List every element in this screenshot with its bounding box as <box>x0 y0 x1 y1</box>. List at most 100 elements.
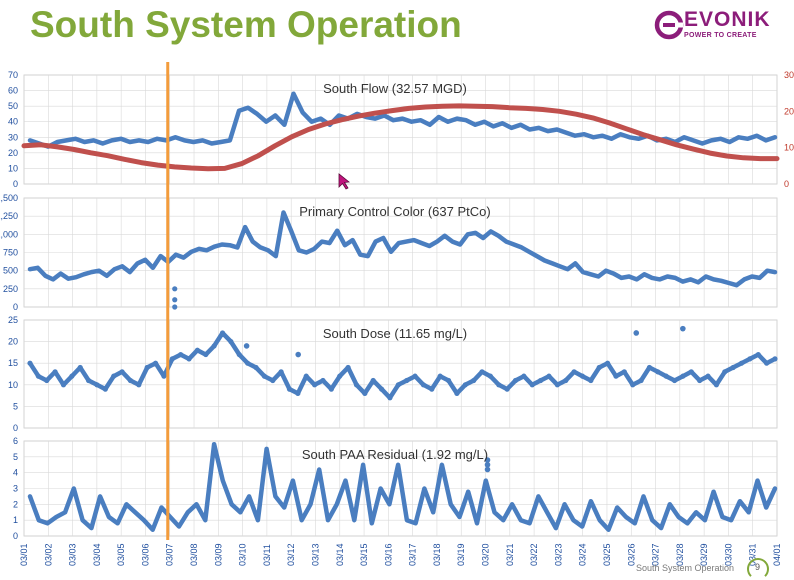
y-tick-label: 3 <box>13 484 18 494</box>
data-point <box>261 373 267 379</box>
brand-name: EVONIK <box>684 8 771 31</box>
x-tick-label: 03/01 <box>19 543 29 566</box>
data-point <box>35 373 41 379</box>
panel-title: South Dose (11.65 mg/L) <box>323 326 467 341</box>
y-tick-label: 20 <box>8 148 18 158</box>
x-tick-label: 03/02 <box>43 543 53 566</box>
data-point <box>77 364 83 371</box>
data-point <box>621 369 627 375</box>
data-point <box>571 369 577 375</box>
data-point <box>496 382 502 388</box>
data-point <box>722 369 728 375</box>
x-tick-label: 03/17 <box>408 543 418 566</box>
data-point <box>270 377 276 384</box>
data-point <box>705 373 711 379</box>
dip-point <box>172 297 178 303</box>
data-point <box>747 356 753 362</box>
data-point <box>755 351 761 358</box>
data-point <box>328 386 334 392</box>
data-point <box>370 377 376 384</box>
y-tick-label: 15 <box>8 358 18 368</box>
data-point <box>27 360 33 366</box>
data-point <box>362 390 368 397</box>
y-tick-label: 10 <box>8 163 18 173</box>
x-tick-label: 03/28 <box>675 543 685 566</box>
x-tick-label: 03/15 <box>359 543 369 566</box>
flow-trend-line <box>21 103 780 172</box>
data-point <box>245 360 251 366</box>
y2-tick-label: 10 <box>784 143 794 153</box>
data-point <box>353 382 360 388</box>
outlier-point <box>243 343 250 349</box>
data-point <box>521 373 527 379</box>
data-point <box>44 377 50 384</box>
series-line <box>27 210 778 288</box>
data-point <box>152 360 159 366</box>
data-point <box>303 373 309 379</box>
y-tick-label: 1,500 <box>0 193 18 203</box>
data-point <box>546 373 552 379</box>
data-point <box>60 382 67 388</box>
data-point <box>471 377 477 384</box>
data-point <box>713 382 720 388</box>
data-point <box>462 382 468 388</box>
data-point <box>429 386 435 392</box>
data-point <box>136 382 142 388</box>
y-tick-label: 5 <box>13 401 18 411</box>
y-tick-label: 20 <box>8 337 18 347</box>
data-point <box>186 356 192 362</box>
y-tick-label: 0 <box>13 531 18 541</box>
data-point <box>345 364 351 371</box>
data-point <box>395 382 401 388</box>
x-tick-label: 03/31 <box>748 543 758 566</box>
y2-tick-label: 30 <box>784 70 794 80</box>
y-tick-label: 40 <box>8 117 18 127</box>
y-tick-label: 0 <box>13 302 18 312</box>
slide-title: South System Operation <box>30 4 462 45</box>
data-point <box>194 347 201 353</box>
outlier-point <box>295 351 301 358</box>
outlier-point <box>680 325 686 332</box>
evonik-logo-icon <box>654 10 684 40</box>
data-point <box>512 377 519 384</box>
data-point <box>420 382 427 388</box>
data-point <box>588 377 594 384</box>
data-point <box>111 373 117 379</box>
x-tick-label: 03/11 <box>262 544 272 566</box>
y2-tick-label: 0 <box>784 179 789 189</box>
y-tick-label: 30 <box>8 132 18 142</box>
data-point <box>688 369 694 375</box>
data-point <box>127 377 134 384</box>
outlier-point <box>484 461 491 468</box>
data-point <box>378 386 385 392</box>
x-tick-label: 03/12 <box>286 543 296 566</box>
x-tick-label: 03/23 <box>553 543 563 566</box>
x-tick-label: 03/14 <box>335 543 345 566</box>
x-tick-label: 03/20 <box>481 543 491 566</box>
outlier-point <box>633 330 640 336</box>
x-tick-label: 03/18 <box>432 543 442 566</box>
data-point <box>445 377 452 384</box>
y-tick-label: 2 <box>13 499 18 509</box>
x-tick-label: 03/26 <box>626 543 636 566</box>
series-line <box>27 441 778 532</box>
data-point <box>228 339 234 345</box>
mouse-cursor-icon <box>338 173 351 190</box>
x-tick-label: 03/30 <box>723 543 733 566</box>
data-point <box>144 364 150 371</box>
data-point <box>554 382 560 388</box>
data-point <box>337 373 343 379</box>
data-point <box>236 351 242 358</box>
data-point <box>94 382 100 388</box>
data-point <box>253 364 259 371</box>
dip-point <box>172 286 178 292</box>
x-tick-label: 03/29 <box>699 543 709 566</box>
x-tick-label: 03/03 <box>68 543 78 566</box>
data-point <box>504 386 510 392</box>
data-point <box>320 377 326 384</box>
y2-tick-label: 20 <box>784 106 794 116</box>
data-point <box>203 351 209 358</box>
panel-title: South Flow (32.57 MGD) <box>323 81 467 96</box>
outlier-point <box>484 466 491 473</box>
